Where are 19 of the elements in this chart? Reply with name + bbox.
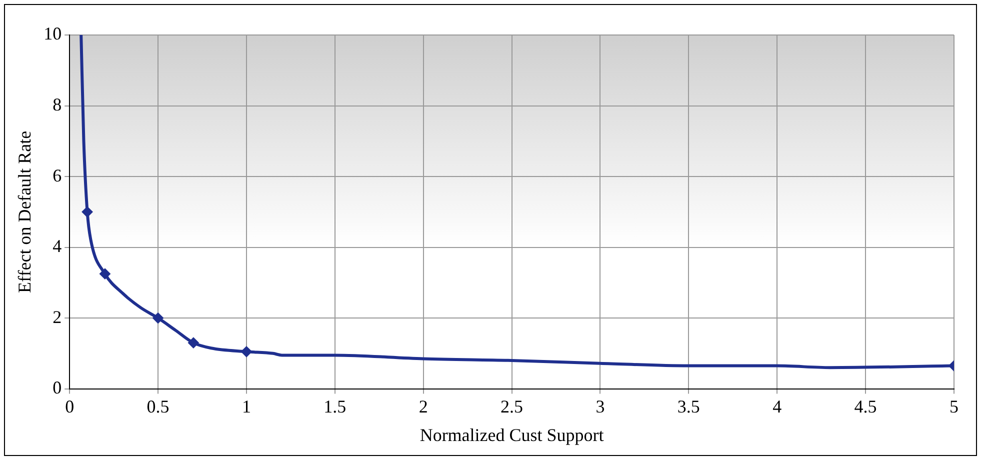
x-tick-label: 1 bbox=[242, 396, 251, 416]
x-tick-label: 2 bbox=[418, 396, 428, 416]
x-tick-label: 1.5 bbox=[324, 396, 346, 416]
y-tick-label: 0 bbox=[52, 378, 62, 398]
x-tick-label: 2.5 bbox=[500, 396, 524, 416]
y-tick-label: 4 bbox=[52, 236, 62, 256]
x-tick-label: 4 bbox=[772, 396, 782, 416]
x-tick-label: 0 bbox=[65, 396, 74, 416]
y-tick-label: 10 bbox=[44, 24, 62, 44]
y-tick-label: 6 bbox=[52, 165, 62, 186]
y-tick-label: 2 bbox=[52, 306, 62, 327]
x-tick-label: 3.5 bbox=[677, 396, 700, 416]
x-tick-label: 5 bbox=[950, 396, 958, 416]
x-tick-label: 3 bbox=[596, 396, 605, 416]
x-tick-label: 0.5 bbox=[146, 396, 170, 416]
x-tick-label: 4.5 bbox=[854, 396, 877, 416]
y-tick-label: 8 bbox=[52, 94, 62, 114]
x-axis-title: Normalized Cust Support bbox=[420, 424, 604, 445]
y-axis-title: Effect on Default Rate bbox=[14, 130, 35, 293]
